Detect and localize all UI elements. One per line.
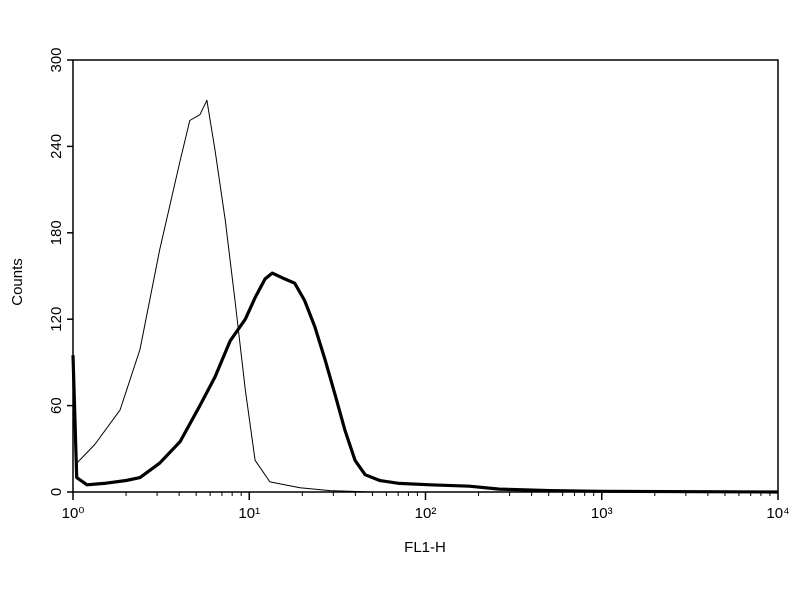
y-tick-label: 0 bbox=[48, 488, 65, 496]
x-tick-label: 10⁴ bbox=[766, 505, 789, 522]
x-tick-label: 10³ bbox=[591, 505, 613, 522]
y-tick-label: 60 bbox=[48, 397, 65, 414]
x-tick-label: 10¹ bbox=[238, 505, 260, 522]
y-tick-label: 300 bbox=[48, 47, 65, 72]
histogram-line bbox=[71, 271, 779, 494]
y-tick-label: 180 bbox=[48, 220, 65, 245]
histogram-line bbox=[72, 99, 426, 493]
y-tick-label: 240 bbox=[48, 134, 65, 159]
x-tick-label: 10² bbox=[415, 505, 437, 522]
y-axis-label: Counts bbox=[9, 258, 26, 306]
y-tick-label: 120 bbox=[48, 307, 65, 332]
x-axis-label: FL1-H bbox=[404, 539, 446, 556]
plot-frame bbox=[72, 59, 779, 493]
x-tick-label: 10⁰ bbox=[62, 505, 85, 522]
